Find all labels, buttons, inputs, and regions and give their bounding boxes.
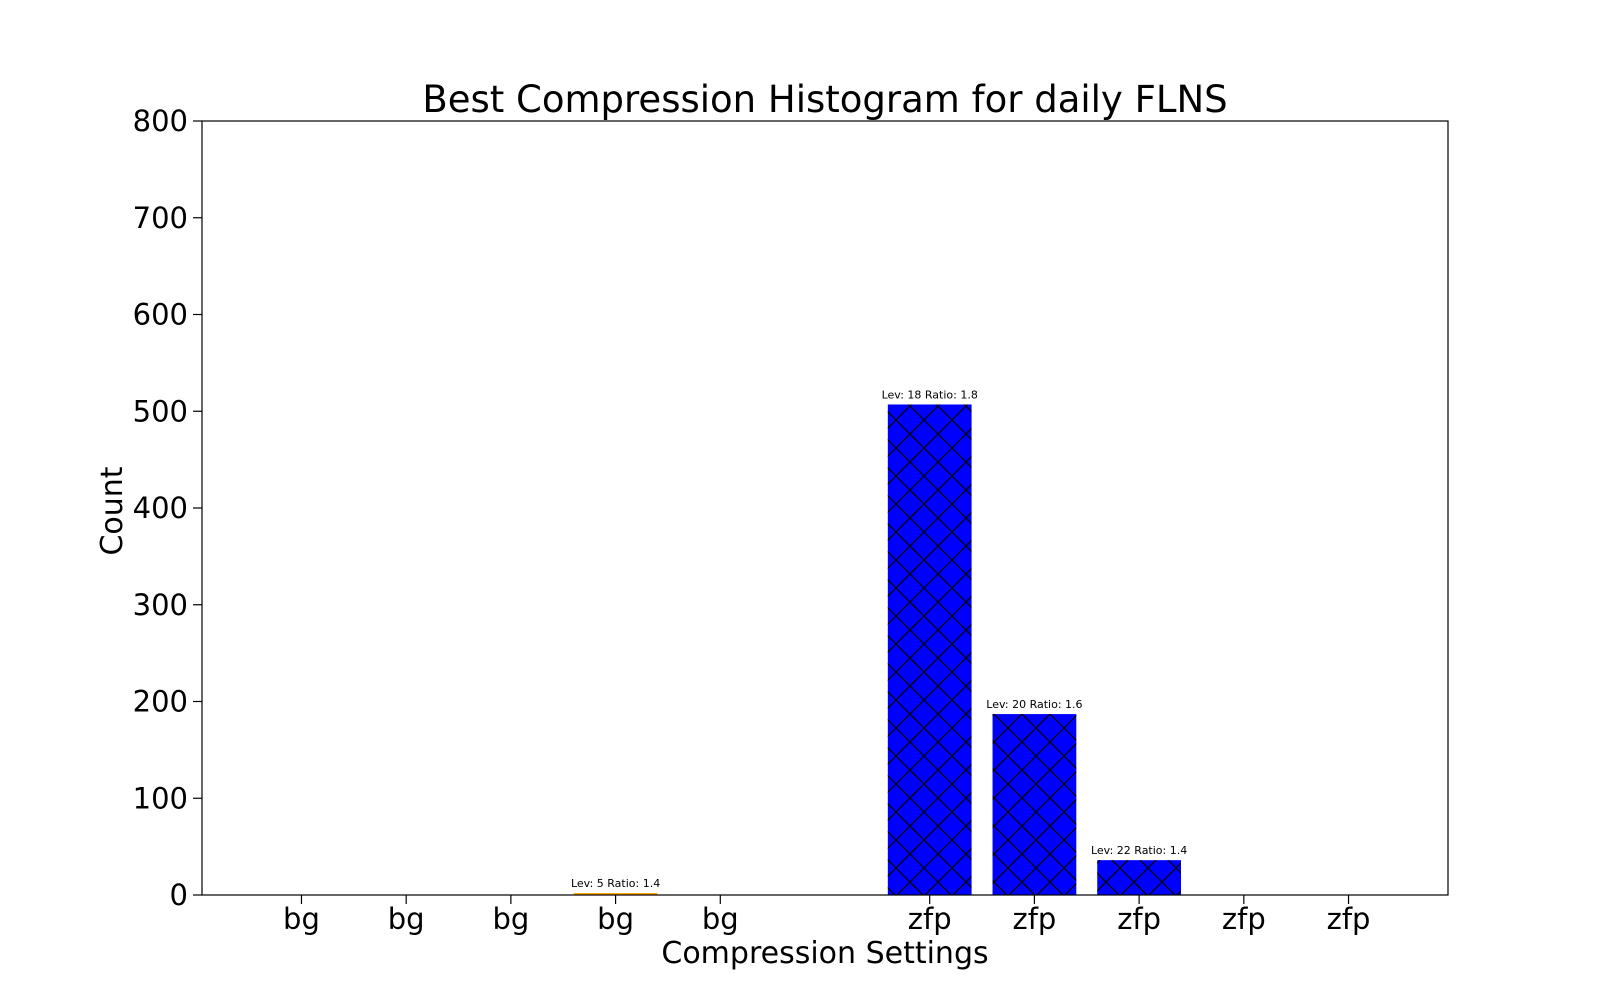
x-tick-label: zfp: [1012, 902, 1056, 936]
x-tick-label: bg: [283, 902, 320, 936]
y-tick-label: 500: [133, 394, 188, 428]
bars-group: [573, 404, 1181, 895]
x-tick-label: bg: [702, 902, 739, 936]
y-axis: 0 100 200 300 400 500 600 700 800: [133, 104, 202, 912]
y-tick-label: 800: [133, 104, 188, 138]
y-tick-label: 700: [133, 201, 188, 235]
x-tick-label: bg: [597, 902, 634, 936]
bar-hatch-6: [887, 404, 972, 895]
bar-hatch-7: [992, 714, 1077, 895]
x-axis: bg bg bg bg bg zfp zfp zfp zfp zfp: [283, 895, 1370, 936]
bar-label-6: Lev: 18 Ratio: 1.8: [882, 388, 978, 401]
x-tick-label: zfp: [908, 902, 952, 936]
x-tick-label: zfp: [1117, 902, 1161, 936]
bar-label-4: Lev: 5 Ratio: 1.4: [571, 877, 660, 890]
plot-frame: [201, 120, 1449, 896]
bar-bg-4: [573, 893, 658, 895]
y-tick-label: 400: [133, 491, 188, 525]
x-tick-label: bg: [492, 902, 529, 936]
y-tick-label: 200: [133, 685, 188, 719]
y-tick-label: 600: [133, 298, 188, 332]
y-tick-label: 300: [133, 588, 188, 622]
bar-labels-group: Lev: 5 Ratio: 1.4 Lev: 18 Ratio: 1.8 Lev: …: [571, 388, 1187, 890]
x-tick-label: zfp: [1327, 902, 1371, 936]
x-tick-label: zfp: [1222, 902, 1266, 936]
y-tick-label: 0: [170, 878, 188, 912]
y-axis-label: Count: [95, 466, 130, 555]
x-axis-label: Compression Settings: [661, 936, 988, 971]
bar-hatch-8: [1097, 860, 1181, 895]
y-tick-label: 100: [133, 781, 188, 815]
chart-title: Best Compression Histogram for daily FLN…: [422, 78, 1227, 121]
x-tick-label: bg: [388, 902, 425, 936]
bar-label-7: Lev: 20 Ratio: 1.6: [986, 698, 1082, 711]
bar-label-8: Lev: 22 Ratio: 1.4: [1091, 844, 1187, 857]
